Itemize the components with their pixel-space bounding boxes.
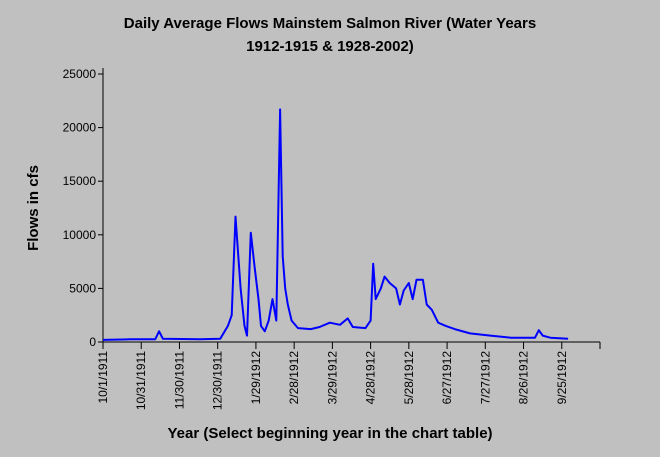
- x-tick-label: 10/1/1911: [96, 351, 110, 404]
- x-tick-label: 9/25/1912: [555, 351, 569, 405]
- x-tick-label: 10/31/1911: [134, 351, 148, 410]
- x-tick-label: 6/27/1912: [440, 351, 454, 405]
- x-tick-label: 4/28/1912: [364, 351, 378, 405]
- y-tick-label: 0: [89, 335, 96, 349]
- x-tick-label: 5/28/1912: [402, 351, 416, 405]
- x-tick-label: 12/30/1911: [211, 351, 225, 410]
- x-tick-label: 7/27/1912: [478, 351, 492, 405]
- y-tick-label: 5000: [69, 281, 96, 295]
- x-tick-label: 3/29/1912: [325, 351, 339, 405]
- y-tick-label: 20000: [63, 121, 97, 135]
- y-tick-label: 25000: [63, 67, 97, 81]
- x-axis-title: Year (Select beginning year in the chart…: [167, 425, 492, 442]
- x-tick-label: 1/29/1912: [249, 351, 263, 405]
- x-tick-label: 11/30/1911: [172, 351, 186, 410]
- y-axis-title: Flows in cfs: [25, 165, 42, 251]
- y-tick-label: 15000: [63, 174, 97, 188]
- chart-subtitle: 1912-1915 & 1928-2002): [246, 38, 414, 55]
- x-tick-label: 8/26/1912: [517, 351, 531, 405]
- y-tick-label: 10000: [63, 228, 97, 242]
- flow-line: [102, 108, 569, 341]
- x-tick-label: 2/28/1912: [287, 351, 301, 405]
- chart-title: Daily Average Flows Mainstem Salmon Rive…: [124, 15, 536, 32]
